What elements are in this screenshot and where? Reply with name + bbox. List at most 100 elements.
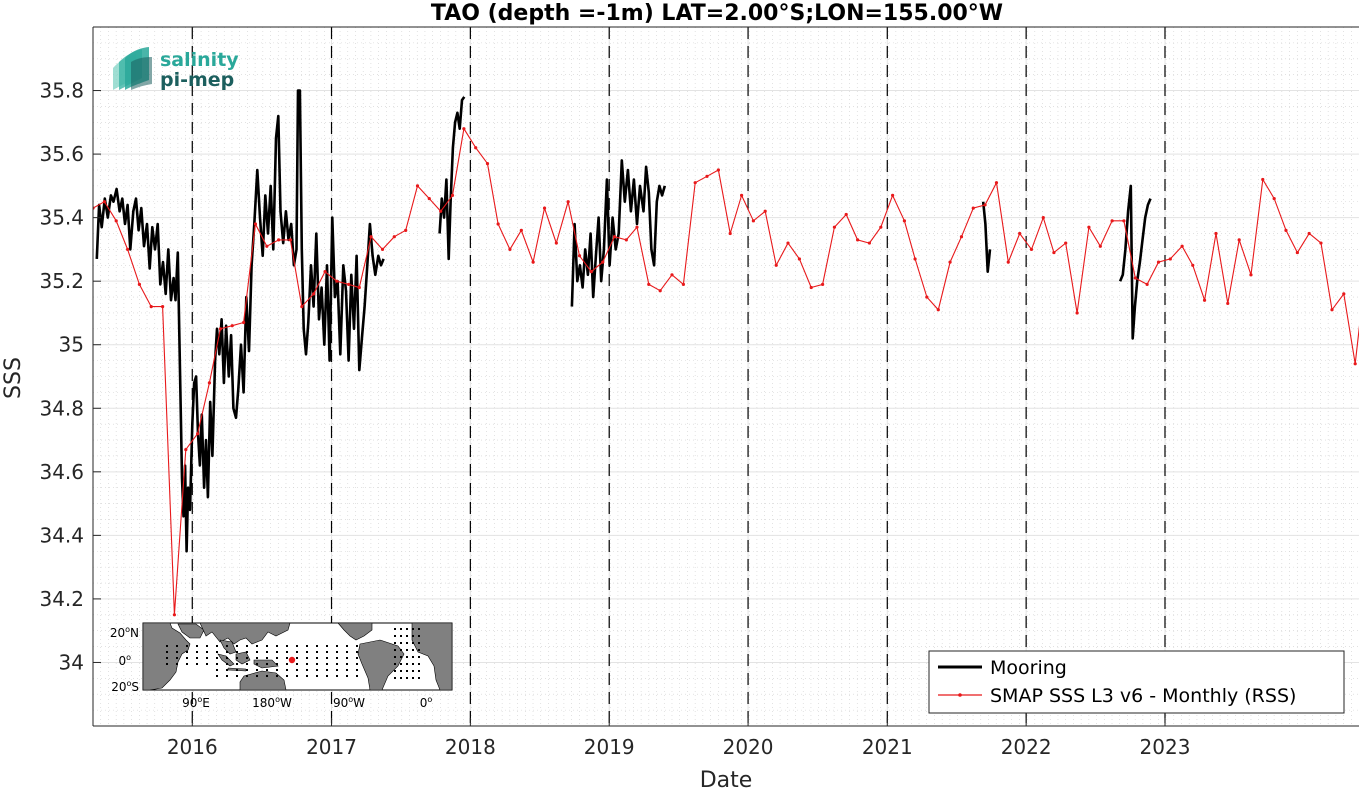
x-tick-label: 2021 [862,735,913,759]
station-dot [418,670,420,672]
station-dot [326,663,328,665]
station-dot [286,657,288,659]
logo-text-pi-mep: pi-mep [160,69,234,91]
station-dot [418,649,420,651]
smap-point [1342,292,1346,296]
smap-point [670,273,674,277]
smap-point [300,305,304,309]
station-dot [356,645,358,647]
station-dot [246,675,248,677]
station-dot [326,669,328,671]
smap-point [1145,282,1149,286]
y-tick-label: 34.2 [39,587,84,611]
legend-label-mooring: Mooring [990,657,1067,679]
smap-point [705,174,709,178]
station-dot [400,635,402,637]
smap-point [1284,228,1288,232]
smap-point [1202,298,1207,302]
station-dot [276,663,278,665]
station-dot [246,663,248,665]
smap-point [114,219,118,223]
smap-point [751,219,755,223]
map-lat-label-0: 0o [118,653,131,668]
station-dot [216,663,218,665]
station-dot [176,645,178,647]
station-dot [206,645,208,647]
station-dot [236,657,238,659]
station-dot [336,657,338,659]
map-lon-label-90e: 90oE [182,695,210,710]
smap-point [774,263,778,267]
x-tick-label: 2023 [1140,735,1191,759]
station-dot [406,628,408,630]
smap-point [809,285,813,290]
series-mooring-line [570,159,667,307]
station-dot [326,645,328,647]
map-lat-label-20s: 20oS [111,679,139,694]
smap-point [971,206,975,210]
smap-point [196,432,200,436]
map-lon-label-180w: 180oW [252,695,292,710]
station-dot [266,645,268,647]
station-dot [256,651,258,653]
smap-point [821,282,825,286]
station-dot [256,675,258,677]
smap-point [207,381,212,385]
station-dot [186,651,188,653]
legend-box [928,650,1345,714]
station-dot [394,670,396,672]
smap-point [265,244,269,248]
x-tick-label: 2020 [723,735,774,759]
station-dot [276,657,278,659]
land-sumatra [217,653,235,667]
station-dot [316,675,318,677]
x-tick-label: 2019 [584,735,635,759]
series-smap [93,127,1359,617]
station-dot [276,651,278,653]
y-tick-label: 35.8 [39,79,84,103]
station-dot [346,675,348,677]
smap-point [1180,244,1184,248]
x-axis-label: Date [700,768,753,790]
smap-point [739,193,744,197]
station-dot [306,663,308,665]
smap-point [1052,250,1056,255]
smap-point [1214,231,1218,236]
smap-point [531,260,535,264]
land-south-america [357,639,405,691]
smap-point [474,146,478,150]
y-tick-label: 35.6 [39,142,84,166]
station-dot [346,669,348,671]
station-dot [406,677,408,679]
smap-point [589,270,593,274]
smap-point [1156,260,1161,264]
station-dot [412,642,414,644]
legend-label-smap: SMAP SSS L3 v6 - Monthly (RSS) [990,685,1296,707]
smap-point [1006,260,1010,264]
smap-point [1122,219,1126,223]
smap-point [253,222,258,226]
station-dot [356,657,358,659]
smap-point [277,238,281,242]
station-dot [418,677,420,679]
station-dot [256,669,258,671]
station-dot [406,649,408,651]
smap-point [1133,276,1137,280]
station-dot [346,645,348,647]
station-dot [356,663,358,665]
station-dot [236,669,238,671]
station-dot [412,628,414,630]
smap-point [161,305,165,309]
station-dot [216,645,218,647]
station-dot [196,663,198,665]
land-west-africa [411,622,453,691]
smap-point [913,257,917,261]
smap-point [763,209,767,213]
station-dot [186,657,188,659]
smap-point [612,235,617,239]
smap-point [577,254,582,258]
station-dot [346,663,348,665]
station-dot [296,663,298,665]
smap-point [126,247,130,252]
smap-point [218,327,223,331]
